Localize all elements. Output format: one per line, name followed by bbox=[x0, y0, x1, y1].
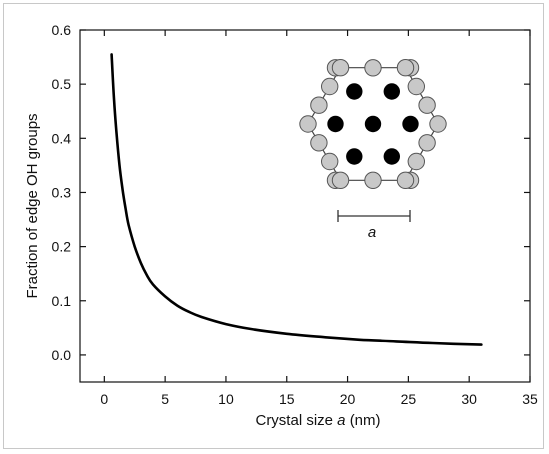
figure-frame bbox=[3, 3, 544, 449]
edge-site bbox=[418, 96, 436, 114]
edge-site bbox=[310, 96, 328, 114]
interior-site bbox=[383, 83, 400, 100]
x-tick-label: 10 bbox=[218, 391, 234, 407]
edge-site bbox=[299, 115, 317, 133]
interior-site bbox=[346, 83, 363, 100]
x-tick-label: 35 bbox=[522, 391, 538, 407]
y-tick-label: 0.3 bbox=[52, 184, 72, 200]
x-tick-label: 5 bbox=[161, 391, 169, 407]
y-tick-label: 0.4 bbox=[52, 130, 72, 146]
edge-site bbox=[407, 152, 425, 171]
plot-area bbox=[79, 29, 531, 383]
edge-site bbox=[331, 58, 350, 77]
edge-site bbox=[396, 58, 415, 77]
edge-site bbox=[407, 77, 425, 96]
y-tick-label: 0.2 bbox=[52, 239, 72, 255]
edge-site bbox=[310, 134, 328, 152]
interior-site bbox=[383, 148, 400, 165]
x-tick-label: 0 bbox=[100, 391, 108, 407]
y-tick-label: 0.0 bbox=[52, 347, 72, 363]
interior-site bbox=[327, 115, 344, 133]
hexagon-inset: a bbox=[299, 58, 447, 241]
x-axis-title: Crystal size a (nm) bbox=[255, 412, 380, 429]
ticks-layer: 0 5 10 15 20 25 30 35 0.0 0.1 0.2 0.3 0.4 0.5 0.6 bbox=[52, 22, 538, 407]
y-axis-title: Fraction of edge OH groups bbox=[24, 113, 41, 298]
y-tick-label: 0.1 bbox=[52, 293, 72, 309]
interior-site bbox=[346, 148, 363, 165]
edge-site bbox=[396, 171, 415, 190]
x-tick-label: 25 bbox=[401, 391, 417, 407]
y-tick-label: 0.5 bbox=[52, 76, 72, 92]
edge-site bbox=[321, 77, 339, 96]
edge-site bbox=[418, 134, 436, 152]
interior-site bbox=[364, 115, 382, 133]
edge-site bbox=[331, 171, 350, 190]
data-line bbox=[110, 53, 483, 346]
edge-site bbox=[364, 59, 382, 77]
x-axis-title-text: Crystal size bbox=[255, 412, 333, 429]
edge-site bbox=[429, 115, 447, 133]
x-tick-label: 15 bbox=[279, 391, 295, 407]
x-axis-title-variable: a bbox=[337, 412, 345, 429]
interior-site bbox=[402, 115, 419, 133]
scale-bar-label: a bbox=[368, 224, 376, 241]
y-tick-label: 0.6 bbox=[52, 22, 72, 38]
x-tick-label: 30 bbox=[461, 391, 477, 407]
x-axis-title-unit: (nm) bbox=[350, 412, 381, 429]
edge-site bbox=[321, 152, 339, 171]
site-layer bbox=[299, 58, 447, 190]
edge-site bbox=[364, 171, 382, 190]
x-tick-label: 20 bbox=[340, 391, 356, 407]
